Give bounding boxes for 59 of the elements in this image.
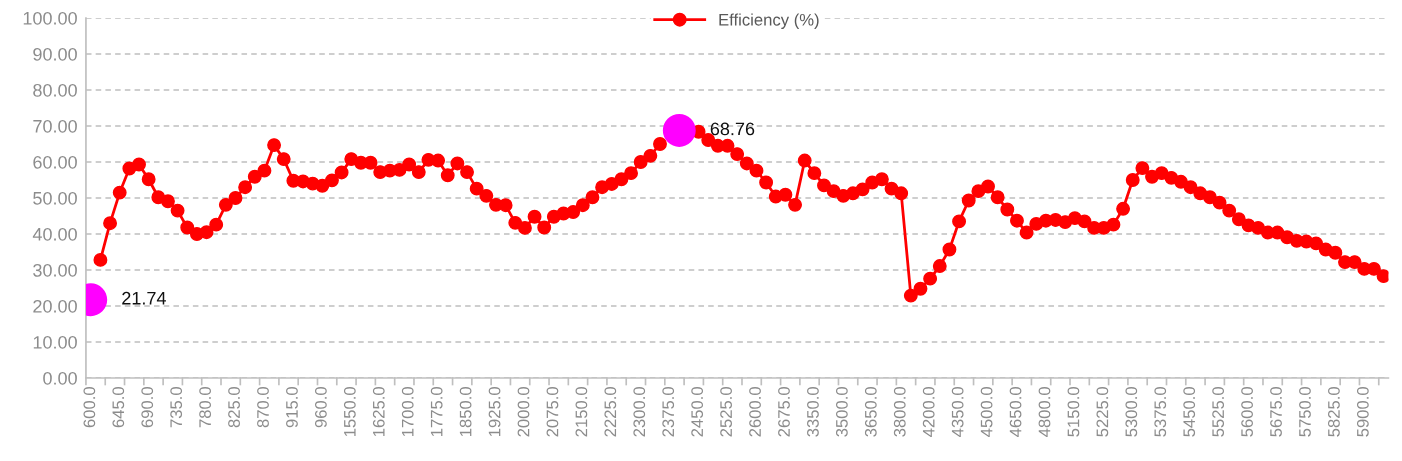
x-tick-label: 915.0 <box>286 387 298 428</box>
x-tick-label: 3500.0 <box>835 387 848 437</box>
x-tick-label: 5825.0 <box>1328 387 1340 437</box>
data-label: 21.74 <box>122 291 166 305</box>
x-tick-label: 3350.0 <box>807 387 819 437</box>
x-tick-label: 2600.0 <box>749 387 761 437</box>
x-tick-label: 5750.0 <box>1299 387 1311 437</box>
x-tick-label: 5450.0 <box>1183 387 1196 437</box>
x-tick-label: 4800.0 <box>1038 387 1051 437</box>
x-tick-label: 4350.0 <box>951 387 964 437</box>
x-tick-label: 1550.0 <box>343 387 356 437</box>
y-tick-label: 90.00 <box>33 47 77 61</box>
x-tick-label: 690.0 <box>141 387 154 428</box>
x-tick-label: 1700.0 <box>401 387 414 437</box>
x-tick-label: 5225.0 <box>1096 387 1109 437</box>
x-tick-label: 5600.0 <box>1241 387 1253 437</box>
x-tick-label: 645.0 <box>112 387 125 428</box>
y-tick-label: 40.00 <box>32 227 77 241</box>
y-tick-label: 70.00 <box>33 119 77 133</box>
x-tick-label: 780.0 <box>199 387 212 428</box>
x-tick-label: 5300.0 <box>1125 387 1138 437</box>
x-tick-label: 735.0 <box>170 387 183 428</box>
x-tick-label: 4650.0 <box>1009 387 1022 437</box>
x-tick-label: 960.0 <box>314 387 327 428</box>
x-tick-label: 2150.0 <box>575 387 588 437</box>
x-tick-label: 2300.0 <box>633 387 646 437</box>
x-tick-label: 2000.0 <box>517 387 530 437</box>
y-tick-label: 100.00 <box>23 11 77 25</box>
x-tick-label: 4500.0 <box>980 387 993 437</box>
x-tick-label: 1850.0 <box>459 387 472 437</box>
x-tick-label: 870.0 <box>257 387 269 428</box>
x-tick-label: 1775.0 <box>430 387 443 437</box>
y-tick-label: 50.00 <box>33 191 77 205</box>
y-tick-label: 80.00 <box>33 83 77 97</box>
legend-label: Efficiency (%) <box>719 13 819 29</box>
x-tick-label: 5150.0 <box>1067 387 1080 437</box>
x-tick-label: 2450.0 <box>691 387 704 437</box>
data-label: 68.76 <box>710 122 755 136</box>
x-tick-label: 5675.0 <box>1270 387 1282 437</box>
x-tick-label: 1625.0 <box>372 387 385 437</box>
y-tick-label: 30.00 <box>33 263 77 277</box>
x-tick-label: 3800.0 <box>893 387 906 437</box>
x-tick-label: 825.0 <box>228 387 240 428</box>
x-tick-label: 4200.0 <box>922 387 935 437</box>
x-tick-label: 5900.0 <box>1356 387 1369 437</box>
x-tick-label: 2525.0 <box>720 387 732 437</box>
y-tick-label: 0.00 <box>43 371 77 385</box>
x-tick-label: 2075.0 <box>546 387 559 437</box>
y-tick-label: 60.00 <box>33 155 77 169</box>
y-tick-label: 20.00 <box>33 299 77 313</box>
y-tick-label: 10.00 <box>33 335 77 349</box>
x-tick-label: 2225.0 <box>604 387 617 437</box>
x-tick-label: 2375.0 <box>662 387 675 437</box>
x-tick-label: 2675.0 <box>778 387 790 437</box>
x-tick-label: 1925.0 <box>488 387 501 437</box>
x-tick-label: 5525.0 <box>1212 387 1225 437</box>
x-tick-label: 3650.0 <box>864 387 877 437</box>
x-tick-label: 600.0 <box>83 387 96 428</box>
x-tick-label: 5375.0 <box>1154 387 1167 437</box>
